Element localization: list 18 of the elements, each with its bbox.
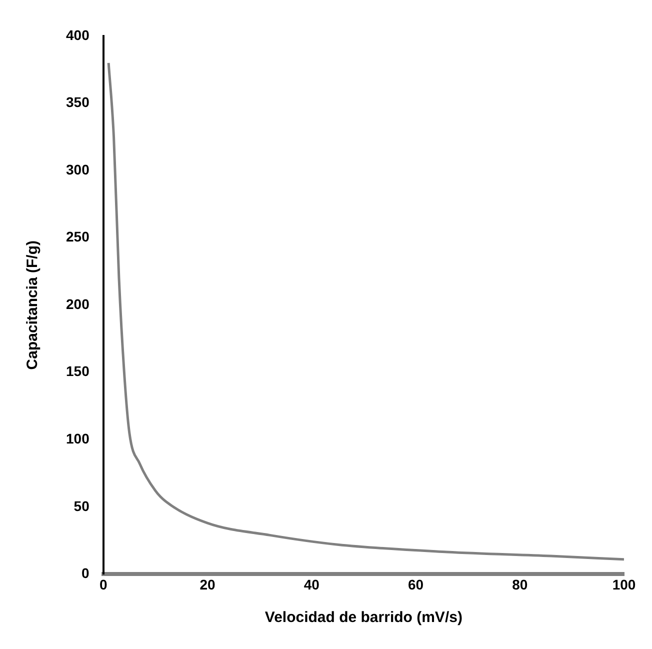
x-tick-label: 20 xyxy=(200,576,216,592)
y-tick-label: 200 xyxy=(66,296,90,312)
x-axis-title: Velocidad de barrido (mV/s) xyxy=(264,609,462,626)
y-tick-label: 0 xyxy=(82,565,90,582)
x-tick-label: 0 xyxy=(99,576,108,592)
x-tick-label: 60 xyxy=(408,576,424,592)
y-tick-label: 50 xyxy=(74,498,90,514)
y-axis-title: Capacitancia (F/g) xyxy=(24,240,42,370)
y-tick-label: 350 xyxy=(66,94,90,110)
y-tick-label: 250 xyxy=(66,228,90,245)
y-tick-label: 300 xyxy=(66,161,90,178)
x-tick-label: 80 xyxy=(512,576,528,592)
y-tick-label: 400 xyxy=(66,26,90,43)
x-tick-label: 40 xyxy=(304,576,320,592)
line-series xyxy=(107,62,624,561)
y-tick-label: 150 xyxy=(66,363,90,380)
x-tick-label: 100 xyxy=(612,576,636,592)
y-tick-label: 100 xyxy=(66,430,90,447)
